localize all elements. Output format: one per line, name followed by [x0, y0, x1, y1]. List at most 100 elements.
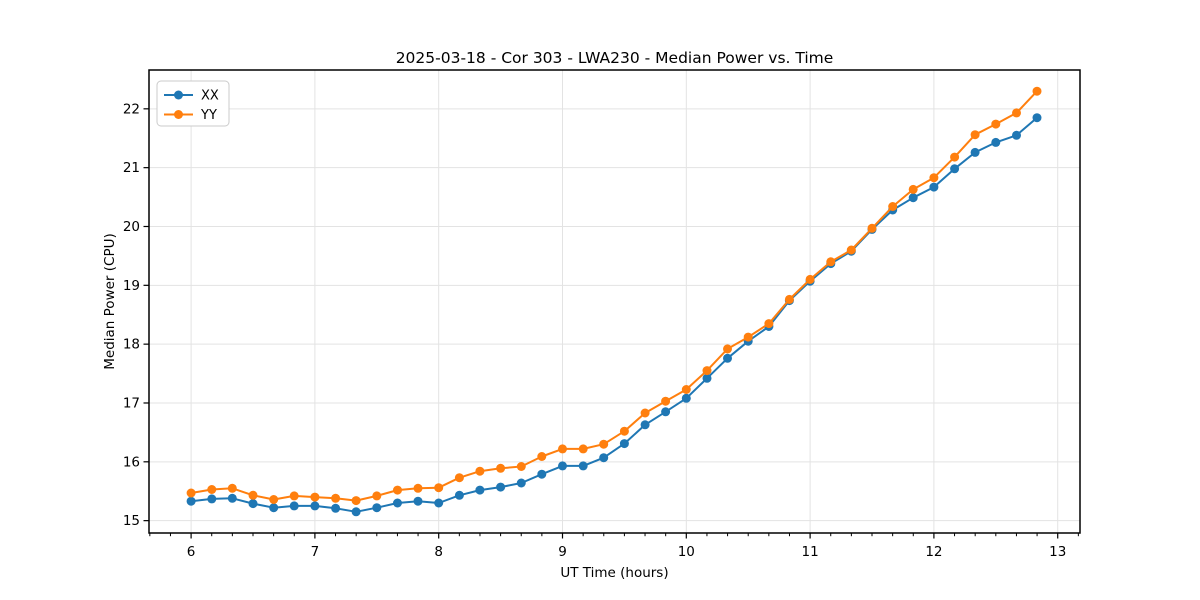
data-point — [558, 461, 567, 471]
data-point — [929, 182, 939, 192]
series-YY-line — [190, 90, 1038, 502]
data-point — [269, 503, 279, 513]
data-point — [537, 469, 547, 479]
data-point — [207, 494, 217, 504]
data-point — [310, 492, 320, 502]
data-point — [372, 491, 382, 501]
data-point — [310, 501, 320, 511]
legend-sample-marker — [174, 90, 183, 100]
data-point — [908, 193, 918, 203]
data-point — [454, 490, 464, 500]
data-point — [1012, 108, 1021, 118]
data-point — [413, 483, 423, 493]
data-point — [351, 496, 361, 506]
x-tick-label: 8 — [434, 544, 443, 560]
data-point — [269, 495, 279, 504]
data-point — [186, 488, 196, 498]
data-point — [846, 245, 856, 255]
series-YY-markers — [186, 86, 1042, 506]
data-point — [702, 366, 712, 376]
y-tick-label: 21 — [123, 160, 140, 176]
y-tick-label: 17 — [123, 395, 140, 411]
y-tick-label: 18 — [123, 337, 140, 353]
data-point — [723, 353, 732, 363]
data-point — [496, 463, 506, 473]
series-XX-markers — [186, 113, 1042, 517]
y-tick-label: 16 — [123, 454, 140, 470]
data-point — [908, 184, 918, 194]
data-point — [558, 444, 567, 454]
y-tick-label: 22 — [123, 101, 140, 117]
data-point — [289, 501, 299, 511]
y-tick-label: 20 — [123, 219, 140, 235]
data-point — [434, 483, 444, 493]
data-point — [227, 493, 237, 503]
legend-label-YY: YY — [200, 108, 217, 123]
data-point — [991, 119, 1001, 129]
legend: XX YY — [156, 80, 230, 127]
data-point — [393, 485, 402, 495]
data-point — [248, 499, 258, 509]
plot-area: 6 7 8 9 10 11 12 13 15 16 17 18 19 20 21 22 XX YY — [123, 69, 1081, 560]
data-point — [475, 466, 485, 476]
y-tick-label: 19 — [123, 278, 140, 294]
data-point — [331, 503, 341, 513]
data-point — [393, 498, 402, 508]
x-tick-label: 9 — [558, 544, 567, 560]
data-point — [516, 478, 526, 488]
data-point — [619, 426, 629, 436]
data-point — [537, 452, 547, 461]
data-point — [578, 444, 588, 454]
x-tick-label: 7 — [311, 544, 320, 560]
legend-sample-marker — [174, 110, 183, 119]
data-point — [227, 483, 237, 493]
x-tick-label: 13 — [1049, 544, 1066, 560]
data-point — [640, 420, 650, 430]
data-point — [970, 147, 980, 157]
chart-title: 2025-03-18 - Cor 303 - LWA230 - Median P… — [396, 49, 834, 67]
data-point — [372, 503, 382, 513]
data-point — [578, 461, 588, 471]
data-point — [475, 485, 485, 495]
data-point — [888, 202, 898, 211]
data-point — [784, 294, 794, 304]
ticks: 6 7 8 9 10 11 12 13 15 16 17 18 19 20 21 22 — [123, 101, 1079, 560]
data-point — [805, 274, 815, 284]
data-point — [702, 373, 712, 383]
x-tick-label: 12 — [925, 544, 942, 560]
legend-label-XX: XX — [201, 89, 219, 104]
data-point — [599, 439, 609, 449]
data-point — [454, 473, 464, 483]
data-point — [950, 152, 960, 162]
y-tick-label: 15 — [123, 513, 140, 529]
data-point — [970, 130, 980, 140]
data-point — [599, 453, 609, 463]
axes-frame — [148, 69, 1081, 534]
data-point — [764, 319, 774, 329]
data-point — [434, 498, 444, 508]
x-axis-label: UT Time (hours) — [560, 565, 668, 581]
x-tick-label: 10 — [678, 544, 695, 560]
data-point — [867, 223, 877, 233]
data-point — [413, 496, 423, 506]
data-point — [1032, 113, 1042, 123]
data-point — [681, 385, 691, 394]
data-point — [991, 137, 1001, 147]
data-point — [248, 490, 258, 500]
data-point — [723, 344, 732, 354]
data-point — [640, 408, 650, 418]
series-XX-line — [190, 116, 1038, 513]
data-point — [681, 393, 691, 403]
data-point — [186, 496, 196, 506]
data-point — [661, 407, 671, 417]
data-point — [331, 493, 341, 503]
data-point — [929, 173, 939, 183]
data-point — [826, 257, 836, 267]
data-point — [289, 491, 299, 501]
data-point — [1012, 130, 1021, 140]
x-tick-label: 11 — [802, 544, 819, 560]
x-tick-label: 6 — [187, 544, 196, 560]
data-point — [496, 482, 506, 492]
